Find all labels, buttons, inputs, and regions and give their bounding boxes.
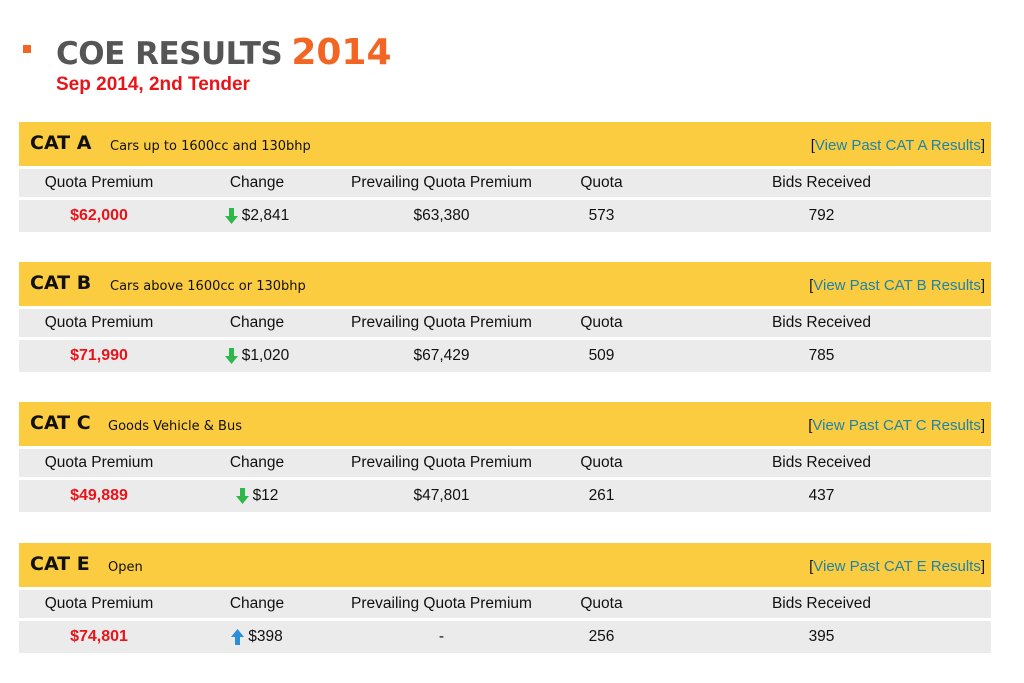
- col-quota: Quota: [580, 595, 623, 612]
- prevailing-value: $67,429: [413, 347, 470, 364]
- col-bids: Bids Received: [771, 595, 872, 612]
- quota-value: 261: [588, 487, 615, 504]
- values-row: $62,000 $2,841 $63,380 573 792: [19, 200, 991, 232]
- arrow-down-icon: [235, 488, 249, 504]
- view-past-cat-a-results-link[interactable]: View Past CAT A Results: [814, 137, 981, 154]
- col-quota-premium: Quota Premium: [44, 595, 154, 612]
- link-bracket-close: ]: [980, 277, 985, 294]
- category-block-c: CAT C Goods Vehicle & Bus [View Past CAT…: [19, 402, 991, 512]
- view-past-cat-e-results-link[interactable]: View Past CAT E Results: [813, 558, 981, 575]
- category-description: Cars up to 1600cc and 130bhp: [110, 139, 311, 154]
- col-change: Change: [229, 595, 285, 612]
- category-name: CAT A: [30, 132, 92, 154]
- change-cell: $1,020: [197, 340, 317, 372]
- view-past-cat-b-results-link[interactable]: View Past CAT B Results: [813, 277, 981, 294]
- past-results-link-wrapper: [View Past CAT B Results]: [809, 277, 985, 294]
- change-cell: $2,841: [197, 200, 317, 232]
- column-header-row: Quota Premium Change Prevailing Quota Pr…: [19, 169, 991, 197]
- link-bracket-close: ]: [980, 417, 985, 434]
- quota-premium-value: $49,889: [70, 487, 128, 504]
- column-header-row: Quota Premium Change Prevailing Quota Pr…: [19, 590, 991, 618]
- col-change: Change: [229, 454, 285, 471]
- page-title-text: COE RESULTS: [56, 36, 283, 72]
- col-prevailing: Prevailing Quota Premium: [351, 454, 532, 471]
- link-bracket-close: ]: [980, 558, 985, 575]
- column-header-row: Quota Premium Change Prevailing Quota Pr…: [19, 449, 991, 477]
- page-subtitle: Sep 2014, 2nd Tender: [56, 74, 250, 95]
- change-cell: $12: [197, 480, 317, 512]
- category-header: CAT B Cars above 1600cc or 130bhp [View …: [19, 262, 991, 306]
- bids-value: 395: [808, 628, 835, 645]
- quota-premium-value: $74,801: [70, 628, 128, 645]
- past-results-link-wrapper: [View Past CAT C Results]: [808, 417, 985, 434]
- values-row: $71,990 $1,020 $67,429 509 785: [19, 340, 991, 372]
- col-quota: Quota: [580, 454, 623, 471]
- col-prevailing: Prevailing Quota Premium: [351, 174, 532, 191]
- col-bids: Bids Received: [771, 174, 872, 191]
- col-quota-premium: Quota Premium: [44, 454, 154, 471]
- category-block-b: CAT B Cars above 1600cc or 130bhp [View …: [19, 262, 991, 372]
- prevailing-value: $63,380: [413, 207, 470, 224]
- past-results-link-wrapper: [View Past CAT E Results]: [809, 558, 985, 575]
- prevailing-value: -: [438, 628, 445, 645]
- category-description: Goods Vehicle & Bus: [108, 419, 242, 434]
- past-results-link-wrapper: [View Past CAT A Results]: [811, 137, 985, 154]
- arrow-down-icon: [224, 208, 238, 224]
- change-value: $12: [252, 487, 279, 504]
- link-bracket-open: [: [808, 417, 813, 434]
- arrow-down-icon: [224, 348, 238, 364]
- category-header: CAT C Goods Vehicle & Bus [View Past CAT…: [19, 402, 991, 446]
- col-quota-premium: Quota Premium: [44, 314, 154, 331]
- values-row: $49,889 $12 $47,801 261 437: [19, 480, 991, 512]
- col-change: Change: [229, 314, 285, 331]
- change-value: $2,841: [241, 207, 290, 224]
- change-value: $398: [248, 628, 283, 645]
- arrow-up-icon: [231, 629, 245, 645]
- col-quota-premium: Quota Premium: [44, 174, 154, 191]
- category-name: CAT E: [30, 553, 90, 575]
- link-bracket-open: [: [809, 277, 814, 294]
- bids-value: 785: [808, 347, 835, 364]
- quota-premium-value: $62,000: [70, 207, 128, 224]
- bids-value: 792: [808, 207, 835, 224]
- link-bracket-open: [: [809, 558, 814, 575]
- col-quota: Quota: [580, 174, 623, 191]
- change-value: $1,020: [241, 347, 290, 364]
- title-bullet-icon: [23, 45, 31, 53]
- quota-value: 256: [588, 628, 615, 645]
- category-description: Open: [108, 560, 143, 575]
- col-prevailing: Prevailing Quota Premium: [351, 314, 532, 331]
- values-row: $74,801 $398 - 256 395: [19, 621, 991, 653]
- column-header-row: Quota Premium Change Prevailing Quota Pr…: [19, 309, 991, 337]
- col-quota: Quota: [580, 314, 623, 331]
- category-block-e: CAT E Open [View Past CAT E Results] Quo…: [19, 543, 991, 653]
- category-header: CAT E Open [View Past CAT E Results]: [19, 543, 991, 587]
- change-cell: $398: [197, 621, 317, 653]
- quota-premium-value: $71,990: [70, 347, 128, 364]
- link-bracket-open: [: [810, 137, 815, 154]
- category-header: CAT A Cars up to 1600cc and 130bhp [View…: [19, 122, 991, 166]
- category-name: CAT C: [30, 412, 91, 434]
- col-change: Change: [229, 174, 285, 191]
- bids-value: 437: [808, 487, 835, 504]
- col-bids: Bids Received: [771, 314, 872, 331]
- col-bids: Bids Received: [771, 454, 872, 471]
- quota-value: 573: [588, 207, 615, 224]
- category-name: CAT B: [30, 272, 92, 294]
- col-prevailing: Prevailing Quota Premium: [351, 595, 532, 612]
- prevailing-value: $47,801: [413, 487, 470, 504]
- link-bracket-close: ]: [980, 137, 985, 154]
- quota-value: 509: [588, 347, 615, 364]
- view-past-cat-c-results-link[interactable]: View Past CAT C Results: [812, 417, 981, 434]
- category-description: Cars above 1600cc or 130bhp: [110, 279, 306, 294]
- page-title-year: 2014: [291, 32, 392, 73]
- page-title: COE RESULTS 2014: [56, 32, 392, 73]
- category-block-a: CAT A Cars up to 1600cc and 130bhp [View…: [19, 122, 991, 232]
